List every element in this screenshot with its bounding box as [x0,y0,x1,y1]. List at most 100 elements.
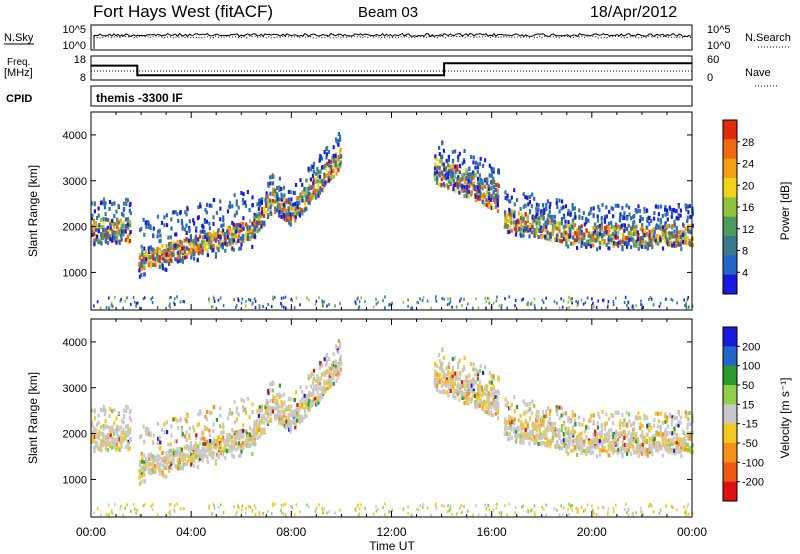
power-cell [197,251,200,256]
power-cell [448,169,451,174]
power-cell [687,296,689,299]
power-cell [622,235,625,240]
velocity-cell [648,428,651,433]
power-cell [158,228,161,233]
power-cell [150,260,153,265]
power-cell [100,235,103,240]
power-cell [318,157,321,162]
velocity-cell [479,398,482,403]
velocity-cell [650,443,654,448]
velocity-cell [122,420,125,425]
velocity-cell [222,430,225,435]
power-cell [188,248,191,253]
power-cell [484,296,487,300]
power-cell [461,184,464,189]
power-cell [190,252,193,257]
velocity-cell [195,435,198,440]
velocity-cell [312,385,315,390]
power-cell [666,212,669,216]
power-cell [540,215,543,220]
velocity-cell [152,441,155,446]
velocity-cell [113,437,116,442]
velocity-cell [161,470,164,475]
power-cell [104,201,107,206]
power-cell [598,223,601,228]
velocity-cell [463,366,466,371]
power-cell [558,238,561,243]
power-cell [193,256,196,261]
power-cell [197,237,200,242]
velocity-cell [614,448,617,453]
power-cell [197,215,200,220]
velocity-cell [278,392,281,397]
power-cell [115,240,118,245]
noise-sky-trace [93,32,692,49]
power-cell [514,232,518,237]
power-cell [287,189,290,194]
velocity-cell [614,437,617,442]
power-cell [621,216,624,221]
power-cell [562,299,565,303]
power-cell [483,194,486,199]
velocity-cell [205,454,208,459]
velocity-cell [478,380,481,385]
velocity-cell [639,447,642,452]
power-cell [548,205,551,210]
power-cell [610,220,613,225]
power-cell [454,169,457,174]
power-cell [556,301,558,305]
velocity-cell [653,423,656,428]
velocity-cell [102,426,105,431]
velocity-cell [630,452,633,457]
velocity-cell [610,427,613,432]
power-cell [174,303,176,306]
colorbar-tick-label: 12 [742,224,754,236]
power-cell [244,200,247,205]
velocity-cell [260,408,263,413]
velocity-cell [220,437,223,442]
power-cell [664,235,667,240]
power-cell [481,181,484,186]
power-cell [298,198,301,203]
power-cell [441,162,444,167]
power-cell [337,156,340,161]
power-cell [596,247,599,252]
velocity-cell [546,406,549,411]
velocity-cell [596,425,600,430]
power-cell [332,174,335,179]
power-cell [156,234,159,239]
power-cell [102,201,105,206]
velocity-cell [282,409,285,414]
velocity-cell [321,395,324,400]
power-cell [181,221,184,225]
power-cell [240,228,243,233]
power-cell [328,163,331,168]
velocity-cell [542,423,545,428]
velocity-cell [301,402,304,407]
velocity-cell [537,410,540,415]
power-cell [621,239,625,244]
power-cell [470,155,473,160]
power-cell [632,306,635,310]
velocity-cell [287,419,290,424]
velocity-cell [303,399,306,404]
power-cell [560,217,563,221]
velocity-cell [484,365,487,370]
velocity-cell [246,434,249,439]
velocity-cell [549,424,552,429]
velocity-cell [138,462,141,467]
velocity-cell [494,411,497,416]
velocity-cell [650,435,654,440]
power-cell [242,201,245,206]
velocity-cell [560,413,563,418]
velocity-cell [603,447,606,452]
power-cell [192,239,195,243]
power-cell [578,232,581,237]
velocity-cell [558,433,561,438]
velocity-cell [206,444,209,449]
power-cell [597,204,600,209]
velocity-cell [269,405,272,410]
power-cell [644,245,647,250]
power-cell [92,238,95,243]
power-cell [572,235,575,240]
